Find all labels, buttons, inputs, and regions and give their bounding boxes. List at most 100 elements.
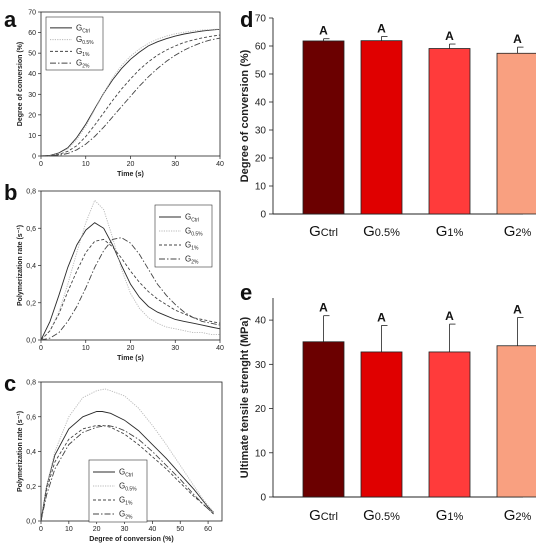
legend-label-base: G bbox=[76, 23, 82, 32]
series-line-Ctrl bbox=[40, 28, 221, 157]
x-tick-label: 30 bbox=[121, 526, 129, 533]
x-tick-label: 0 bbox=[39, 345, 43, 352]
legend-label-sub: 0.5% bbox=[191, 232, 203, 238]
legend-label: GCtrl bbox=[76, 23, 90, 34]
panel-label-b: b bbox=[4, 180, 17, 205]
legend-label-base: G bbox=[185, 213, 191, 222]
y-tick-label: 30 bbox=[255, 360, 267, 371]
legend-label-base: G bbox=[119, 496, 125, 505]
y-tick-label: 20 bbox=[255, 404, 267, 415]
significance-letter: A bbox=[319, 24, 328, 38]
y-tick-label: 0,8 bbox=[26, 380, 36, 387]
legend-label-base: G bbox=[119, 482, 125, 491]
legend-label: G2% bbox=[119, 510, 133, 521]
legend-label-sub: 1% bbox=[82, 52, 90, 58]
x-tick-label: 30 bbox=[171, 161, 179, 168]
bar-0-5pct bbox=[360, 40, 403, 215]
category-label-sub: 0.5% bbox=[375, 511, 400, 523]
legend-label: G0.5% bbox=[119, 482, 137, 493]
legend-label-sub: Ctrl bbox=[82, 28, 90, 34]
significance-letter: A bbox=[513, 32, 522, 46]
legend-label-sub: 2% bbox=[82, 64, 90, 70]
x-tick-label: 30 bbox=[171, 345, 179, 352]
bar-1pct bbox=[428, 48, 471, 215]
y-tick-label: 50 bbox=[28, 51, 36, 58]
x-tick-label: 0 bbox=[39, 526, 43, 533]
legend-label-base: G bbox=[76, 59, 82, 68]
x-tick-label: 10 bbox=[65, 526, 73, 533]
y-tick-label: 0 bbox=[260, 493, 266, 504]
legend-label: G1% bbox=[119, 496, 133, 507]
legend-label: G2% bbox=[76, 59, 90, 70]
series-line-2pct bbox=[40, 424, 214, 522]
legend-label: GCtrl bbox=[119, 468, 133, 479]
significance-letter: A bbox=[377, 310, 386, 324]
category-label: G2% bbox=[504, 223, 532, 240]
category-label: G0.5% bbox=[363, 223, 400, 240]
y-tick-label: 20 bbox=[28, 112, 36, 119]
series-line-2pct bbox=[40, 237, 221, 341]
y-tick-label: 0,2 bbox=[26, 484, 36, 491]
legend-label: G2% bbox=[185, 255, 199, 266]
y-tick-label: 0,6 bbox=[26, 226, 36, 233]
x-axis-label: Degree of conversion (%) bbox=[89, 536, 173, 543]
y-tick-label: 0 bbox=[32, 154, 36, 161]
series-line-0-5pct bbox=[40, 388, 214, 522]
category-label-base: G bbox=[436, 223, 448, 240]
x-tick-label: 10 bbox=[82, 345, 90, 352]
significance-letter: A bbox=[319, 301, 328, 315]
legend-label: G0.5% bbox=[76, 35, 94, 46]
panel-label-a: a bbox=[4, 7, 17, 32]
y-tick-label: 50 bbox=[255, 70, 267, 81]
y-axis-label: Degree of conversion (%) bbox=[17, 42, 24, 126]
y-tick-label: 20 bbox=[255, 154, 267, 165]
y-tick-label: 60 bbox=[255, 42, 267, 53]
legend-label: G1% bbox=[76, 47, 90, 58]
panel-c-line-chart: 0 10 20 30 40 50 60 0,0 0,2 0,4 0,6 0,8 Degree of co… bbox=[17, 380, 223, 543]
category-label-base: G bbox=[504, 223, 516, 240]
panel-e-bar-chart: 0 10 20 30 40 Ultimate tensile strenght (MPa)… bbox=[239, 298, 536, 524]
y-tick-label: 30 bbox=[255, 126, 267, 137]
panel-b-line-chart: 0 10 20 30 40 0,0 0,2 0,4 0,6 0,8 Time (s) Polymeri… bbox=[17, 189, 224, 363]
y-tick-label: 70 bbox=[28, 10, 36, 17]
bar-1pct bbox=[428, 351, 471, 498]
legend-label-base: G bbox=[185, 241, 191, 250]
legend-label-sub: Ctrl bbox=[191, 218, 199, 224]
series-line-Ctrl bbox=[40, 411, 214, 522]
legend-label-base: G bbox=[185, 227, 191, 236]
category-label-base: G bbox=[363, 223, 375, 240]
category-label: G0.5% bbox=[363, 507, 400, 524]
significance-letter: A bbox=[377, 21, 386, 35]
legend-label-sub: 0.5% bbox=[82, 40, 94, 46]
bar-Ctrl bbox=[302, 40, 345, 215]
panel-d-bar-chart: 0 10 20 30 40 50 60 70 Degree of conversion (%) A… bbox=[239, 14, 536, 240]
series-line-1pct bbox=[40, 238, 221, 341]
category-label-sub: 2% bbox=[515, 511, 531, 523]
series-line-0-5pct bbox=[40, 199, 220, 341]
panel-label-d: d bbox=[240, 7, 253, 32]
x-tick-label: 40 bbox=[216, 345, 224, 352]
legend-label-sub: 0.5% bbox=[125, 487, 137, 493]
significance-letter: A bbox=[445, 309, 454, 323]
legend-label-sub: Ctrl bbox=[125, 473, 133, 479]
category-label-base: G bbox=[363, 507, 375, 524]
category-label-sub: 1% bbox=[447, 227, 463, 239]
legend-label-sub: 1% bbox=[191, 246, 199, 252]
y-axis-label: Ultimate tensile strenght (MPa) bbox=[239, 316, 251, 478]
y-axis-label: Polymerization rate (s⁻¹) bbox=[17, 411, 24, 492]
x-tick-label: 60 bbox=[204, 526, 212, 533]
bar-2pct bbox=[496, 52, 536, 215]
legend-box bbox=[45, 16, 104, 71]
bar-0-5pct bbox=[360, 351, 403, 498]
legend-label: GCtrl bbox=[185, 213, 199, 224]
x-tick-label: 10 bbox=[82, 161, 90, 168]
legend-label-base: G bbox=[76, 35, 82, 44]
panel-label-e: e bbox=[240, 280, 252, 305]
x-tick-label: 50 bbox=[176, 526, 184, 533]
y-tick-label: 40 bbox=[255, 98, 267, 109]
category-label-base: G bbox=[309, 507, 321, 524]
series-line-Ctrl bbox=[40, 222, 221, 341]
x-tick-label: 0 bbox=[39, 161, 43, 168]
legend-box bbox=[154, 204, 213, 268]
legend-label: G0.5% bbox=[185, 227, 203, 238]
